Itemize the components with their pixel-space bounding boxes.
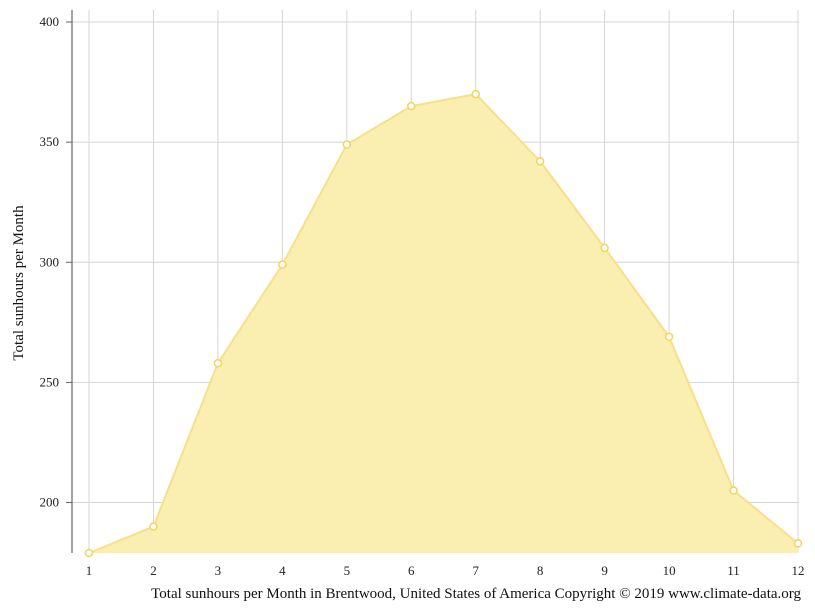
data-point	[471, 89, 480, 99]
x-tick-label: 2	[150, 563, 157, 578]
data-point	[535, 157, 545, 166]
x-tick-label: 12	[792, 563, 805, 578]
data-point	[600, 243, 609, 253]
chart-caption: Total sunhours per Month in Brentwood, U…	[151, 586, 801, 602]
x-tick-label: 8	[537, 563, 544, 578]
data-point	[729, 486, 738, 495]
data-point	[84, 548, 94, 558]
data-point-markers	[84, 89, 803, 558]
x-tick-label: 1	[86, 563, 93, 578]
x-tick-label: 4	[279, 563, 286, 578]
y-tick-label: 250	[40, 374, 60, 389]
x-tick-label: 10	[663, 563, 676, 578]
x-tick-label: 5	[344, 563, 351, 578]
x-tick-label: 7	[472, 563, 479, 578]
y-tick-label: 400	[40, 14, 60, 29]
data-point	[664, 332, 674, 342]
series-area-fill	[89, 94, 798, 553]
x-tick-label: 11	[727, 563, 740, 578]
data-point	[793, 539, 803, 548]
x-tick-label: 3	[215, 563, 222, 578]
y-tick-labels: 400 350 300 250 200	[40, 14, 60, 510]
data-point	[407, 101, 416, 111]
x-tick-label: 6	[408, 563, 415, 578]
y-tick-label: 300	[40, 254, 60, 269]
axes	[66, 10, 73, 553]
data-point	[278, 260, 287, 269]
area-series	[88, 93, 799, 554]
series-line	[88, 93, 799, 554]
data-point	[342, 140, 352, 149]
y-axis-title: Total sunhours per Month	[11, 205, 27, 361]
y-tick-label: 200	[40, 495, 60, 510]
data-point	[213, 358, 223, 368]
y-tick-label: 350	[40, 134, 60, 149]
x-tick-labels: 1 2 3 4 5 6 7 8 9 10 11 12	[86, 563, 805, 578]
x-tick-label: 9	[601, 563, 608, 578]
data-point	[149, 522, 158, 531]
